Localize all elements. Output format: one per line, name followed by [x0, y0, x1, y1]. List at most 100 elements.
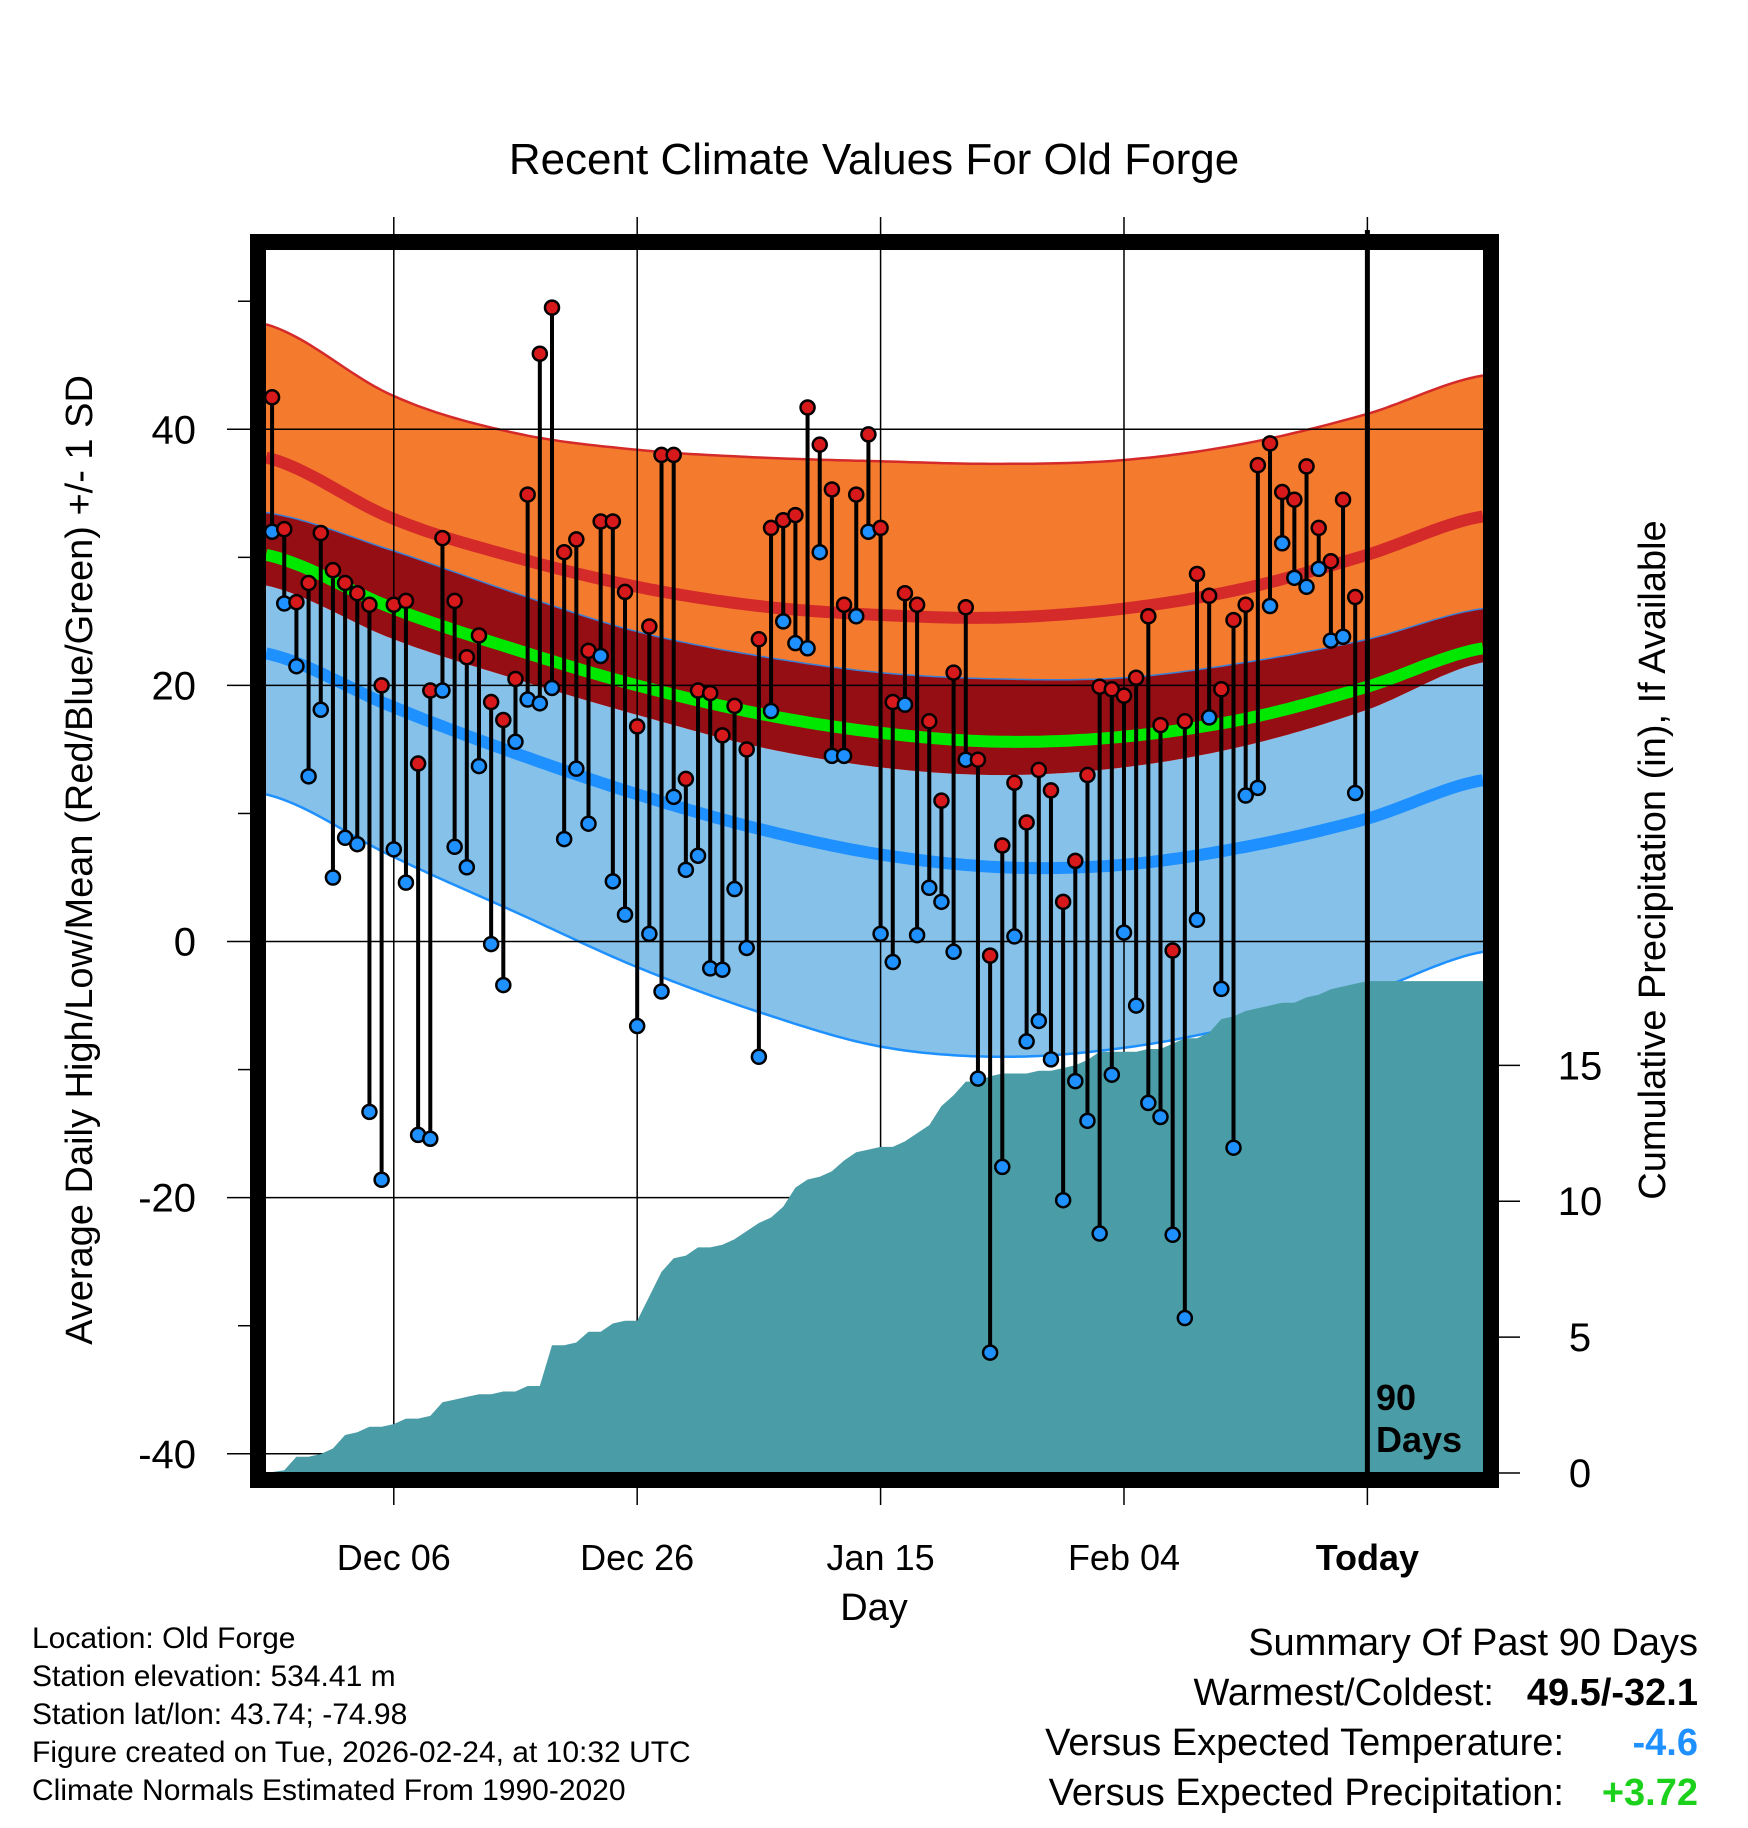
- high-point: [957, 599, 975, 616]
- high-point: [933, 792, 950, 809]
- high-point: [1079, 766, 1096, 784]
- low-point: [397, 874, 415, 891]
- low-point: [921, 879, 938, 897]
- y-tick-label: -40: [138, 1433, 196, 1477]
- high-point: [994, 837, 1011, 854]
- normal-mean-line: [266, 548, 1483, 748]
- low-point: [1261, 597, 1279, 615]
- high-point: [762, 519, 780, 537]
- summary-warm-label: Warmest/Coldest:: [1193, 1672, 1494, 1714]
- low-point: [349, 835, 366, 853]
- low-point: [689, 847, 707, 864]
- info-location: Location: Old Forge: [32, 1622, 296, 1655]
- summary-warm-value: 49.5/-32.1: [1526, 1672, 1698, 1714]
- high-point: [266, 389, 281, 406]
- low-point: [1115, 924, 1133, 941]
- low-point: [470, 757, 488, 775]
- high-point: [738, 741, 755, 758]
- normal-high-line: [266, 451, 1483, 624]
- low-point: [811, 543, 828, 561]
- info-latlon: Station lat/lon: 43.74; -74.98: [32, 1698, 408, 1731]
- high-point: [409, 755, 427, 772]
- high-point: [714, 727, 731, 744]
- low-point: [714, 961, 731, 978]
- high-point: [1030, 761, 1048, 779]
- low-point: [1079, 1112, 1096, 1130]
- high-point: [1042, 782, 1060, 799]
- low-point: [738, 939, 755, 957]
- high-point: [470, 627, 488, 644]
- high-point: [276, 520, 293, 538]
- low-point: [1067, 1072, 1084, 1090]
- low-point: [1140, 1094, 1157, 1112]
- high-point: [896, 584, 914, 602]
- plot-frame: [250, 234, 1499, 1488]
- high-point: [1067, 852, 1084, 870]
- low-point: [361, 1103, 378, 1121]
- low-point: [994, 1158, 1011, 1176]
- high-point: [568, 531, 585, 548]
- low-point: [1200, 709, 1218, 726]
- low-point: [434, 682, 451, 699]
- high-point: [1140, 608, 1157, 625]
- low-point: [1249, 779, 1267, 797]
- low-point: [592, 647, 609, 665]
- low-point: [1188, 911, 1206, 929]
- high-point: [1176, 713, 1194, 730]
- high-point: [616, 583, 634, 601]
- low-point: [1334, 628, 1352, 645]
- high-point: [1018, 814, 1035, 831]
- low-point: [872, 925, 889, 943]
- low-point: [324, 869, 342, 886]
- high-point: [921, 713, 938, 730]
- high-point: [361, 596, 378, 613]
- high-point: [519, 486, 536, 503]
- high-point: [665, 446, 682, 464]
- high-point: [750, 631, 768, 648]
- low-point: [385, 841, 403, 858]
- high-point: [1298, 458, 1315, 475]
- high-point: [604, 513, 622, 530]
- high-point: [1006, 774, 1023, 791]
- high-point: [1152, 716, 1169, 734]
- low-point: [543, 679, 561, 697]
- low-point: [1237, 787, 1254, 804]
- info-elevation: Station elevation: 534.41 m: [32, 1660, 396, 1693]
- high-point: [555, 543, 573, 561]
- high-point: [507, 670, 524, 688]
- station-info: Location: Old Forge Station elevation: 5…: [32, 1620, 691, 1810]
- low-point: [884, 953, 902, 971]
- low-point: [1286, 569, 1303, 587]
- low-point: [835, 747, 853, 765]
- high-point: [1188, 565, 1206, 583]
- summary-precip-value: +3.72: [1601, 1772, 1698, 1814]
- high-point: [495, 711, 512, 729]
- y-tick-label: 20: [152, 664, 197, 708]
- low-point: [726, 880, 743, 898]
- summary-heading: Summary Of Past 90 Days: [1248, 1622, 1698, 1664]
- low-point: [969, 1070, 987, 1087]
- low-point: [1273, 535, 1291, 552]
- low-point: [604, 873, 622, 890]
- low-point: [1164, 1226, 1181, 1244]
- low-point: [495, 976, 512, 994]
- high-point: [1115, 687, 1133, 704]
- low-point: [458, 859, 476, 876]
- low-point: [1127, 997, 1145, 1014]
- low-point: [847, 608, 865, 625]
- x-tick-label: Jan 15: [827, 1537, 935, 1578]
- mean-band: [266, 512, 1483, 776]
- low-point: [799, 640, 816, 657]
- low-point: [750, 1048, 768, 1066]
- low-point: [762, 702, 780, 720]
- high-point: [860, 426, 877, 443]
- low-point: [1176, 1309, 1194, 1327]
- low-point: [507, 733, 524, 751]
- high-upper-edge: [266, 323, 1483, 466]
- low-sd-band: [266, 585, 1483, 1057]
- low-point: [1103, 1066, 1121, 1083]
- high-point: [373, 677, 390, 694]
- low-point: [1213, 980, 1230, 998]
- high-point: [336, 574, 354, 592]
- y2-tick-label: 15: [1558, 1044, 1603, 1088]
